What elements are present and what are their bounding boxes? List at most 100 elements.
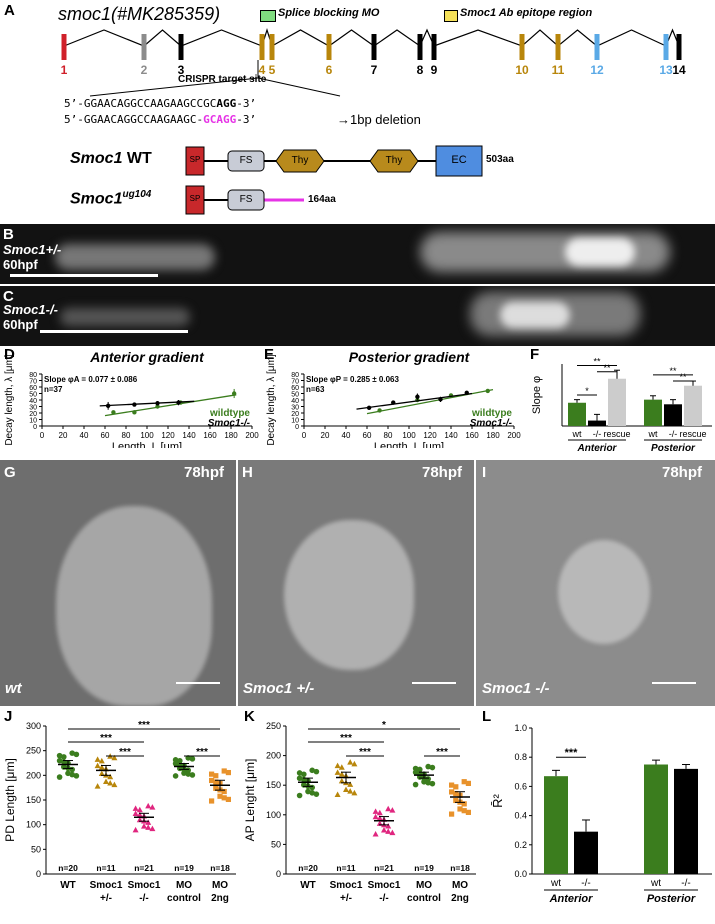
chart-title: Posterior gradient xyxy=(349,349,471,365)
x-tick-label: 140 xyxy=(444,431,458,440)
intron-connector xyxy=(63,27,680,47)
exon-number-9: 9 xyxy=(431,63,438,77)
data-point xyxy=(94,756,101,762)
y-axis-label: Decay length, λ [μm] xyxy=(266,354,277,446)
data-point xyxy=(56,752,63,759)
mut-fs-label: FS xyxy=(239,194,253,205)
data-point xyxy=(189,756,196,762)
data-point xyxy=(449,782,455,788)
y-tick-label: 50 xyxy=(31,844,41,854)
data-point xyxy=(372,830,379,837)
x-tick-label: 100 xyxy=(402,431,416,440)
panel-c-stage: 60hpf xyxy=(3,317,38,332)
bar-posterior-2 xyxy=(684,385,702,426)
scale-bar xyxy=(652,682,696,684)
data-point xyxy=(155,404,160,409)
group-label: Anterior xyxy=(577,443,618,454)
y-tick-label: 1.0 xyxy=(514,723,527,733)
wt-suffix: WT xyxy=(122,150,152,167)
y-axis-label: AP Lenght [μm] xyxy=(243,759,257,842)
slope-annotation: Slope φP = 0.285 ± 0.063 xyxy=(306,375,399,384)
significance-label: ** xyxy=(669,366,677,376)
significance-label: *** xyxy=(196,747,208,758)
data-point xyxy=(221,768,227,774)
scale-bar xyxy=(40,330,188,333)
data-point xyxy=(334,762,341,769)
y-axis-label: Slope φ xyxy=(531,376,543,414)
data-point xyxy=(305,788,311,795)
n-label: n=19 xyxy=(414,863,434,873)
significance-label: ** xyxy=(593,357,601,367)
data-point xyxy=(56,774,63,780)
x-tick-label: 0 xyxy=(302,431,307,440)
data-point xyxy=(145,802,152,809)
gene-title: smoc1(#MK285359) xyxy=(58,4,221,24)
data-point xyxy=(221,795,227,801)
x-tick-label: 200 xyxy=(507,431,521,440)
exon-12 xyxy=(594,34,600,60)
data-point xyxy=(213,785,219,791)
data-point xyxy=(338,771,345,777)
exon-14 xyxy=(676,34,682,60)
data-point xyxy=(94,762,101,769)
significance-label: * xyxy=(382,720,386,731)
x-tick-label: 0 xyxy=(40,431,45,440)
ab-legend-swatch xyxy=(444,10,458,22)
data-point xyxy=(69,750,75,756)
bar-posterior-1 xyxy=(674,768,698,874)
panel-label-d: D xyxy=(4,346,15,363)
data-point xyxy=(415,394,420,399)
bar-posterior-0 xyxy=(644,399,662,426)
n-label: n=21 xyxy=(374,863,394,873)
category-label-2: +/- xyxy=(100,893,112,904)
data-point xyxy=(391,400,396,405)
cell-cluster-bright xyxy=(565,238,635,266)
exon-number-6: 6 xyxy=(326,63,333,77)
x-tick-label: 60 xyxy=(363,431,372,440)
bar-anterior-1 xyxy=(574,831,598,874)
n-label: n=18 xyxy=(210,863,230,873)
data-point xyxy=(347,781,354,787)
wt-fs-label: FS xyxy=(239,155,253,166)
category-label: wt xyxy=(572,429,582,439)
data-point xyxy=(181,770,187,776)
data-point xyxy=(209,771,215,777)
y-tick-label: 0 xyxy=(36,869,41,879)
chart-title: Anterior gradient xyxy=(89,349,205,365)
x-tick-label: 120 xyxy=(423,431,437,440)
exon-2 xyxy=(141,34,147,60)
exon-number-5: 5 xyxy=(269,63,276,77)
category-label: -/- xyxy=(669,429,678,439)
data-point xyxy=(98,770,105,777)
scale-bar xyxy=(10,274,158,277)
data-point xyxy=(457,806,463,812)
group-label: Posterior xyxy=(651,443,696,454)
data-point xyxy=(429,764,436,771)
exon-8 xyxy=(417,34,423,60)
exon-number-3: 3 xyxy=(178,63,185,77)
wt-seq-pam: AGG xyxy=(216,97,237,110)
x-tick-label: 140 xyxy=(182,431,196,440)
mut-domain-fs xyxy=(227,189,265,211)
category-label: MO xyxy=(452,880,468,891)
category-label-2: control xyxy=(407,893,441,904)
n-label: n=11 xyxy=(336,863,355,873)
significance-label: ** xyxy=(679,372,687,382)
y-tick-label: 200 xyxy=(26,770,41,780)
data-point xyxy=(105,403,111,409)
n-label: n=20 xyxy=(58,863,78,873)
exon-13 xyxy=(663,34,669,60)
mut-seq-post: -3’ xyxy=(236,113,257,126)
bar-anterior-0 xyxy=(568,402,586,426)
exon-7 xyxy=(371,34,377,60)
data-point xyxy=(176,400,181,405)
sem-panel-i xyxy=(476,460,715,706)
data-point xyxy=(209,798,215,804)
category-label: Smoc1 xyxy=(90,880,123,891)
data-point xyxy=(172,773,179,779)
data-point xyxy=(438,397,443,402)
category-label-2: +/- xyxy=(340,893,352,904)
category-label: MO xyxy=(176,880,192,891)
bar-anterior-2 xyxy=(608,378,626,426)
